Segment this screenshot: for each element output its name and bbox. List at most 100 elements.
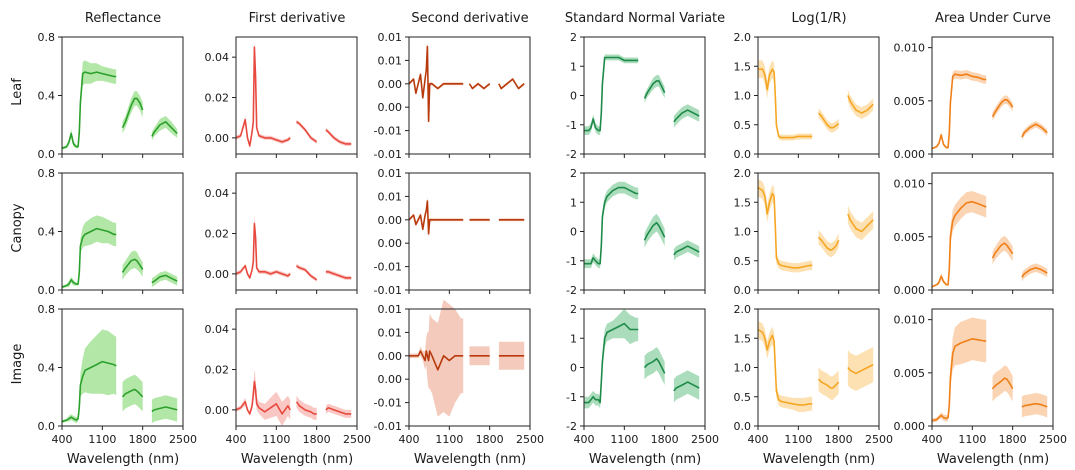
spectrum-line	[498, 78, 525, 90]
y-tick-label: -2	[566, 284, 577, 297]
uncertainty-band	[992, 365, 1013, 402]
spectrum-line	[757, 328, 813, 406]
y-tick-label: 0.04	[205, 187, 230, 200]
spectrum-line	[121, 388, 144, 398]
uncertainty-band	[236, 215, 291, 280]
x-tick-label: 2500	[516, 433, 544, 446]
y-tick-label: 2	[570, 167, 577, 180]
spectrum-line	[151, 274, 178, 284]
axes-frame	[235, 36, 358, 155]
spectrum-line	[673, 381, 700, 392]
spectrum-line	[758, 68, 813, 139]
y-tick-label: 0.00	[378, 373, 403, 386]
spectrum-line	[847, 363, 874, 375]
uncertainty-band	[992, 235, 1013, 265]
spectrum-line	[121, 258, 144, 273]
spectrum-line	[817, 112, 840, 129]
uncertainty-band	[62, 60, 117, 150]
uncertainty-band	[818, 230, 839, 258]
column-title-area-under-curve: Area Under Curve	[935, 11, 1051, 26]
y-tick-label: 0.02	[205, 364, 230, 377]
y-tick-label: 1	[570, 196, 577, 209]
panel-canopy-first-derivative: 0.00 0.02 0.04	[205, 172, 358, 294]
panel-image-first-derivative: 0.00 0.02 0.04 400 1100 1800 2500	[205, 308, 371, 446]
uncertainty-band	[644, 347, 665, 386]
uncertainty-band	[236, 369, 291, 426]
y-tick-label: 0.01	[378, 31, 403, 44]
spectrum-line	[408, 200, 464, 235]
uncertainty-band	[409, 196, 464, 239]
y-tick-label: 0.8	[38, 31, 56, 44]
x-axis-label: Wavelength (nm)	[241, 452, 353, 467]
y-tick-label: 0.4	[38, 90, 56, 103]
spectrum-line	[235, 380, 291, 415]
spectrum-line	[931, 338, 987, 422]
panel-canopy-reflectance: 0.0 0.4 0.8	[38, 167, 184, 297]
spectrum-line	[757, 186, 813, 269]
y-tick-label: 0.01	[378, 326, 403, 339]
spectrum-line	[409, 350, 464, 371]
y-tick-label: 0.0	[38, 284, 56, 297]
uncertainty-band	[122, 374, 143, 412]
panel-canopy-log-1-r: 0.0 0.5 1.0 1.5 2.0	[734, 167, 880, 297]
y-tick-label: 0.00	[378, 237, 403, 250]
row-label-image: Image	[10, 344, 25, 385]
y-tick-label: -0.01	[374, 284, 402, 297]
y-tick-label: 0.02	[205, 228, 230, 241]
y-tick-label: -1	[566, 119, 577, 132]
y-tick-label: -2	[566, 420, 577, 433]
x-tick-label: 2500	[691, 433, 719, 446]
y-tick-label: 1.5	[734, 60, 752, 73]
y-tick-label: 0.00	[378, 350, 403, 363]
x-axis-label: Wavelength (nm)	[763, 452, 875, 467]
uncertainty-band	[409, 299, 464, 417]
panel-leaf-first-derivative: 0.00 0.02 0.04	[205, 36, 358, 158]
uncertainty-band	[932, 317, 987, 423]
x-tick-label: 1100	[435, 433, 463, 446]
y-tick-label: 0.4	[38, 362, 56, 375]
y-tick-label: 1.0	[734, 362, 752, 375]
spectrum-line	[61, 360, 117, 423]
y-tick-label: 2	[570, 31, 577, 44]
column-title-second-derivative: Second derivative	[411, 11, 528, 26]
panel-canopy-second-derivative: -0.01 -0.01 0.00 0.00 0.01 0.01	[374, 167, 531, 297]
spectrum-line	[61, 71, 117, 149]
uncertainty-band	[584, 309, 639, 409]
y-tick-label: 0.00	[205, 404, 230, 417]
uncertainty-band	[758, 60, 813, 141]
panel-leaf-area-under-curve: 0.000 0.005 0.010	[894, 36, 1054, 161]
y-tick-label: 0.0	[38, 148, 56, 161]
y-tick-label: 0.5	[734, 255, 752, 268]
y-tick-label: 0	[570, 226, 577, 239]
uncertainty-band	[296, 395, 317, 420]
y-tick-label: 0.00	[378, 101, 403, 114]
uncertainty-band	[644, 213, 665, 248]
uncertainty-band	[932, 191, 987, 288]
x-axis-label: Wavelength (nm)	[937, 452, 1049, 467]
spectrum-line	[1021, 123, 1048, 138]
spectrum-line	[296, 121, 318, 143]
x-tick-label: 400	[574, 433, 595, 446]
y-tick-label: 0.000	[894, 420, 926, 433]
x-axis-label: Wavelength (nm)	[414, 452, 526, 467]
spectrum-line	[584, 56, 639, 132]
y-tick-label: 0.0	[734, 284, 752, 297]
x-tick-label: 2500	[865, 433, 893, 446]
x-tick-label: 400	[748, 433, 769, 446]
uncertainty-band	[673, 240, 700, 261]
y-tick-label: 0.00	[205, 132, 230, 145]
y-tick-label: 0.005	[894, 367, 926, 380]
y-tick-label: 0.000	[894, 148, 926, 161]
spectrum-line	[847, 95, 874, 114]
panel-image-reflectance: 0.0 0.4 0.8 400 1100 1800 2500	[38, 303, 198, 446]
x-tick-label: 1100	[262, 433, 290, 446]
panel-leaf-second-derivative: -0.01 -0.01 0.00 0.00 0.01 0.01	[374, 31, 531, 161]
uncertainty-band	[151, 271, 178, 288]
uncertainty-band	[673, 370, 700, 403]
spectrum-line	[325, 407, 352, 415]
x-tick-label: 1800	[999, 433, 1027, 446]
axes-frame	[235, 172, 358, 291]
uncertainty-band	[1021, 263, 1048, 282]
axes-frame	[61, 36, 184, 155]
